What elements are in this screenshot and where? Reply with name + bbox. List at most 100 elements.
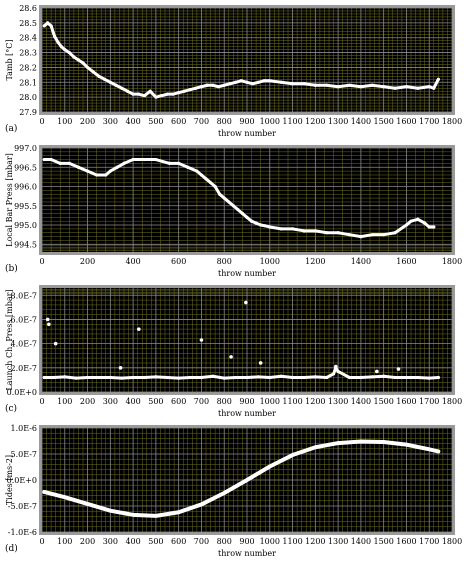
x-tick-label: 700 bbox=[194, 397, 209, 406]
x-tick-label: 1800 bbox=[442, 397, 462, 406]
data-point bbox=[234, 375, 238, 380]
x-tick-label: 500 bbox=[148, 397, 163, 406]
data-point bbox=[76, 165, 81, 169]
x-tick-label: 800 bbox=[217, 397, 232, 406]
data-point bbox=[67, 50, 71, 55]
data-point bbox=[404, 223, 409, 227]
x-tick-label: 400 bbox=[125, 257, 140, 266]
x-tick-label: 1700 bbox=[419, 397, 439, 406]
data-point bbox=[42, 375, 46, 380]
data-point bbox=[177, 161, 181, 166]
panel-label-a: (a) bbox=[5, 124, 18, 134]
data-point bbox=[313, 83, 317, 87]
x-tick-label: 600 bbox=[171, 257, 186, 266]
y-tick-label: 28.2 bbox=[19, 63, 37, 72]
data-point bbox=[74, 376, 78, 380]
data-point bbox=[359, 234, 363, 239]
y-tick-label: 1.0E-6 bbox=[10, 424, 37, 433]
x-tick-label: 1500 bbox=[373, 397, 393, 406]
x-tick-label: 800 bbox=[217, 257, 232, 266]
data-point bbox=[159, 94, 164, 98]
data-point bbox=[103, 77, 107, 81]
chart-panel-c: 0 100 200 300 400 500 600 700 800 900 1000 1100 1200… bbox=[0, 280, 474, 420]
data-point bbox=[427, 225, 431, 229]
data-point bbox=[336, 231, 340, 235]
data-point bbox=[95, 173, 99, 177]
y-tick-label: 4.0E-7 bbox=[10, 340, 37, 349]
x-tick-label: 1000 bbox=[260, 117, 280, 126]
data-point bbox=[251, 82, 255, 86]
data-point bbox=[416, 217, 420, 221]
data-point bbox=[313, 229, 317, 233]
x-tick-label: 1100 bbox=[282, 117, 302, 126]
data-point bbox=[182, 89, 186, 93]
data-point bbox=[259, 223, 263, 227]
data-point bbox=[236, 208, 240, 212]
y-tick-label: 997.0 bbox=[14, 144, 37, 153]
data-point bbox=[404, 375, 409, 380]
data-point bbox=[122, 161, 126, 166]
data-point bbox=[47, 322, 51, 327]
data-point bbox=[188, 88, 192, 92]
y-tick-label: -1.0E-6 bbox=[8, 528, 37, 537]
data-point bbox=[404, 85, 409, 89]
x-tick-label: 1600 bbox=[396, 117, 416, 126]
data-point bbox=[154, 157, 158, 162]
x-tick-label: 1000 bbox=[260, 397, 280, 406]
data-point bbox=[199, 375, 204, 380]
data-point bbox=[154, 95, 158, 99]
data-point bbox=[347, 83, 352, 87]
y-axis-label: Tides [ms-2] bbox=[5, 455, 14, 505]
x-tick-label: 1400 bbox=[351, 117, 371, 126]
chart-b: 0 200 400 600 800 1000 1200 1400 1600 1800 994.5 99… bbox=[5, 144, 462, 278]
y-tick-label: 995.5 bbox=[14, 202, 37, 211]
data-point bbox=[67, 161, 71, 166]
x-tick-label: 1800 bbox=[442, 257, 462, 266]
data-point bbox=[53, 341, 58, 346]
x-tick-label: 700 bbox=[194, 117, 209, 126]
data-point bbox=[227, 200, 231, 204]
data-point bbox=[188, 375, 192, 380]
data-point bbox=[359, 375, 363, 380]
data-point bbox=[45, 317, 50, 322]
data-point bbox=[370, 233, 374, 237]
y-tick-label: 0.0E+0 bbox=[7, 476, 37, 485]
data-point bbox=[177, 376, 181, 380]
data-point bbox=[76, 58, 81, 62]
data-point bbox=[279, 374, 283, 378]
data-point bbox=[108, 375, 112, 380]
x-tick-label: 1700 bbox=[419, 537, 439, 546]
data-point bbox=[263, 224, 267, 228]
data-point bbox=[231, 204, 235, 208]
x-tick-label: 300 bbox=[103, 117, 118, 126]
panel-label-b: (b) bbox=[5, 264, 18, 274]
x-tick-label: 500 bbox=[148, 537, 163, 546]
x-tick-label: 1500 bbox=[373, 117, 393, 126]
data-point bbox=[416, 86, 420, 90]
data-point bbox=[148, 89, 152, 93]
data-point bbox=[199, 173, 204, 177]
data-point bbox=[336, 369, 340, 374]
x-tick-label: 1700 bbox=[419, 117, 439, 126]
x-tick-label: 400 bbox=[125, 397, 140, 406]
x-tick-label: 1100 bbox=[282, 537, 302, 546]
data-point bbox=[97, 375, 101, 380]
x-tick-label: 200 bbox=[80, 397, 95, 406]
y-tick-label: 27.9 bbox=[19, 108, 37, 117]
x-tick-label: 400 bbox=[125, 117, 140, 126]
y-tick-label: 996.5 bbox=[14, 163, 37, 172]
y-tick-label: 994.5 bbox=[14, 240, 37, 249]
y-axis-label: Tamb [°C] bbox=[5, 39, 14, 80]
x-axis-label: throw number bbox=[218, 549, 276, 558]
y-tick-label: 996.0 bbox=[14, 183, 37, 192]
panel-label-d: (d) bbox=[5, 544, 18, 554]
x-tick-label: 800 bbox=[217, 537, 232, 546]
data-point bbox=[336, 85, 340, 89]
x-tick-label: 600 bbox=[171, 537, 186, 546]
x-tick-label: 1000 bbox=[260, 257, 280, 266]
data-point bbox=[302, 229, 306, 233]
data-point bbox=[195, 169, 199, 173]
data-point bbox=[382, 374, 386, 378]
data-point bbox=[240, 211, 245, 216]
x-tick-label: 500 bbox=[148, 117, 163, 126]
